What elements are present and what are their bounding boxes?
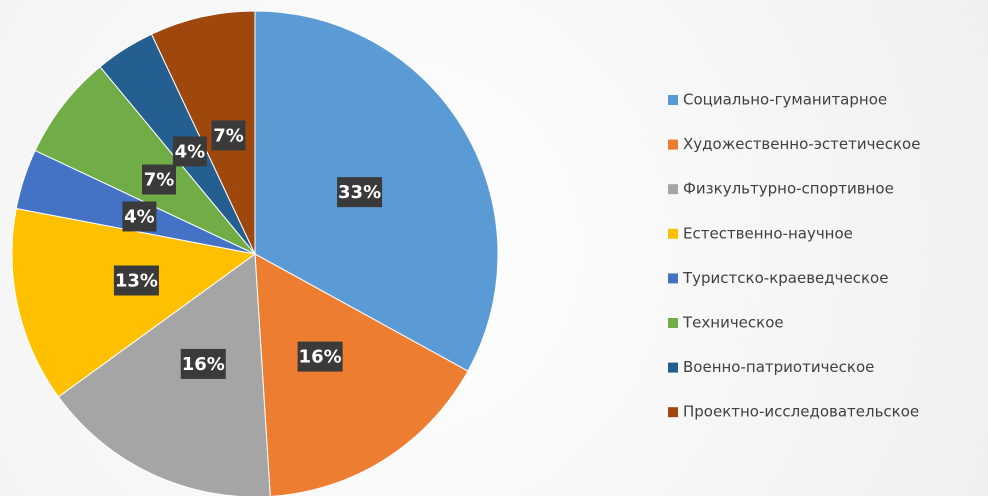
value-label: 7% bbox=[144, 170, 175, 191]
legend-swatch bbox=[668, 228, 678, 239]
legend-swatch bbox=[668, 95, 678, 105]
pie-slice bbox=[254, 253, 469, 496]
value-label: 13% bbox=[115, 271, 158, 292]
legend-swatch bbox=[668, 184, 678, 195]
value-label: 16% bbox=[182, 354, 225, 375]
value-label: 16% bbox=[299, 347, 342, 368]
value-label-box bbox=[141, 164, 176, 195]
pie-slice bbox=[34, 66, 256, 255]
value-label-box bbox=[113, 265, 159, 296]
legend-label: Физкультурно-спортивное bbox=[683, 180, 894, 198]
legend-label: Естественно-научное bbox=[683, 224, 853, 242]
value-label-box bbox=[211, 120, 246, 151]
legend-swatch bbox=[668, 362, 678, 373]
legend-swatch bbox=[668, 139, 678, 150]
legend-label: Проектно-исследовательское bbox=[683, 403, 919, 421]
value-label-box bbox=[172, 136, 207, 167]
legend-label: Военно-патриотическое bbox=[683, 358, 874, 376]
legend-label: Социально-гуманитарное bbox=[683, 91, 887, 109]
legend-swatch bbox=[668, 273, 678, 284]
value-label: 7% bbox=[213, 125, 244, 146]
legend-label: Техническое bbox=[682, 314, 784, 332]
value-label: 4% bbox=[175, 141, 206, 162]
legend-label: Художественно-эстетическое bbox=[683, 135, 920, 153]
legend-swatch bbox=[668, 318, 678, 328]
legend-swatch bbox=[668, 407, 678, 418]
value-label: 33% bbox=[338, 182, 381, 203]
value-label: 4% bbox=[124, 206, 155, 227]
value-label-box bbox=[337, 177, 383, 208]
value-label-box bbox=[122, 201, 157, 232]
pie-slice bbox=[57, 253, 271, 496]
pie-slice bbox=[11, 207, 257, 398]
value-label-box bbox=[297, 341, 343, 372]
value-label-box bbox=[180, 348, 226, 379]
legend-label: Туристско-краеведческое bbox=[682, 269, 888, 287]
pie-slice bbox=[150, 10, 256, 255]
